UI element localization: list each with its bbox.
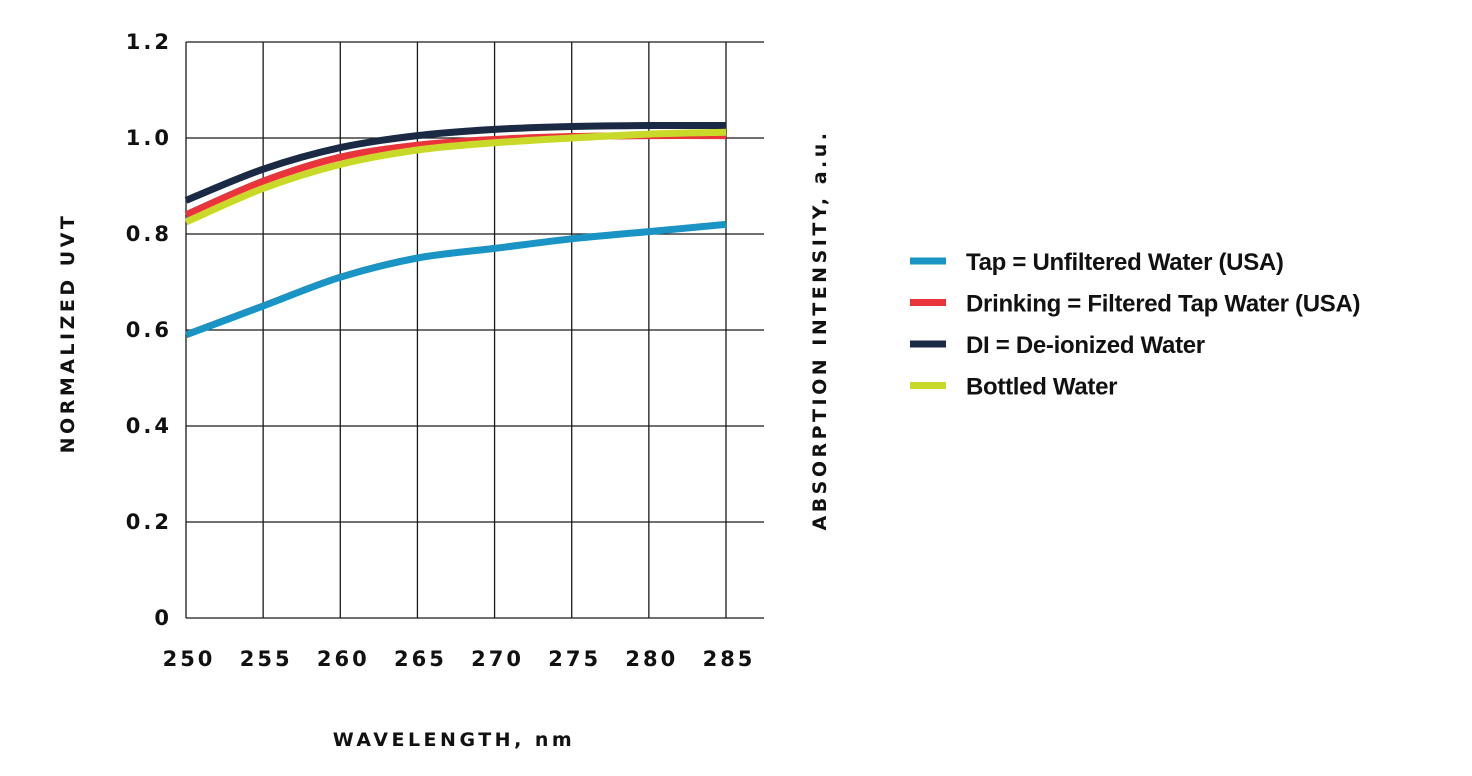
x-axis-title: WAVELENGTH, nm [333,729,575,751]
y-tick-label: 1.0 [126,126,172,150]
y-axis-title: NORMALIZED UVT [57,213,79,454]
x-tick-label: 255 [240,647,293,671]
legend-item: Bottled Water [910,374,1118,401]
y-tick-label: 0.2 [126,510,172,534]
y-tick-label: 0 [154,606,172,630]
x-tick-label: 270 [471,647,524,671]
legend-item: Tap = Unfiltered Water (USA) [910,249,1284,276]
tick-labels: 0 0.2 0.4 0.6 0.8 1.0 1.2 250 255 260 265 270 275 280… [126,30,756,671]
x-tick-label: 280 [625,647,678,671]
legend-label: Tap = Unfiltered Water (USA) [966,249,1284,276]
y-tick-label: 1.2 [126,30,172,54]
y-tick-label: 0.6 [126,318,172,342]
x-tick-label: 275 [548,647,601,671]
series-line [184,128,727,226]
series-line [184,121,727,204]
x-tick-label: 285 [703,647,756,671]
x-tick-label: 250 [163,647,216,671]
x-tick-label: 260 [317,647,370,671]
y-tick-label: 0.4 [126,414,172,438]
y-tick-label: 0.8 [126,222,172,246]
series-line [184,220,727,339]
x-tick-label: 265 [394,647,447,671]
legend: Tap = Unfiltered Water (USA) Drinking = F… [910,249,1361,401]
secondary-y-axis-title: ABSORPTION INTENSITY, a.u. [809,129,831,530]
legend-label: DI = De-ionized Water [966,332,1205,359]
series-lines [184,121,727,339]
legend-label: Bottled Water [966,374,1117,401]
legend-label: Drinking = Filtered Tap Water (USA) [966,291,1360,318]
legend-item: DI = De-ionized Water [910,332,1205,359]
legend-item: Drinking = Filtered Tap Water (USA) [910,291,1361,318]
